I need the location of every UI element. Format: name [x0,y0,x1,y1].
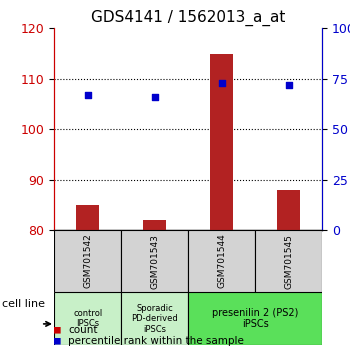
Text: GSM701544: GSM701544 [217,234,226,289]
Text: count: count [68,325,98,335]
Bar [54,230,121,292]
Text: GSM701542: GSM701542 [83,234,92,289]
Bar [121,292,188,345]
Text: ■: ■ [54,336,61,346]
Bar [54,292,121,345]
Bar [210,53,233,230]
Bar [255,230,322,292]
Text: presenilin 2 (PS2)
iPSCs: presenilin 2 (PS2) iPSCs [212,308,298,330]
Bar [76,205,99,230]
Text: ■: ■ [54,325,61,335]
Point [85,92,91,98]
Point [152,94,158,100]
Text: Sporadic
PD-derived
iPSCs: Sporadic PD-derived iPSCs [131,304,178,333]
Text: control
IPSCs: control IPSCs [73,309,102,328]
Text: cell line: cell line [2,299,45,309]
Point [219,80,224,86]
Bar [121,230,188,292]
Bar [188,292,322,345]
Point [286,82,291,88]
Text: GSM701543: GSM701543 [150,234,159,289]
Title: GDS4141 / 1562013_a_at: GDS4141 / 1562013_a_at [91,9,285,25]
Bar [188,230,255,292]
Text: percentile rank within the sample: percentile rank within the sample [68,336,244,346]
Bar [143,220,166,230]
Bar [277,190,300,230]
Text: GSM701545: GSM701545 [284,234,293,289]
